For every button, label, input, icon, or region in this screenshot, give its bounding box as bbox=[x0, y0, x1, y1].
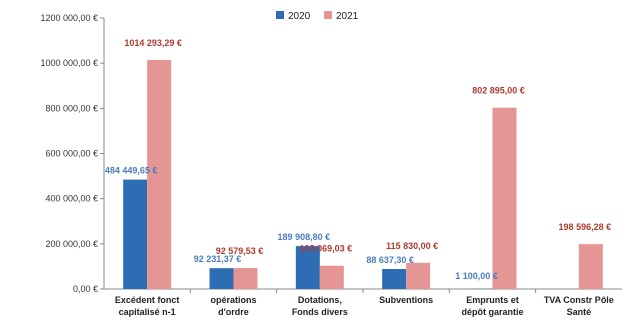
y-tick-label: 200 000,00 € bbox=[45, 239, 98, 249]
bar-2020 bbox=[123, 179, 148, 289]
legend: 2020 2021 bbox=[276, 11, 359, 22]
data-label-2020: 484 449,65 € bbox=[105, 166, 158, 176]
bar-2021 bbox=[492, 107, 517, 290]
category-label: d'ordre bbox=[218, 307, 249, 317]
data-label-2021: 1014 293,29 € bbox=[124, 38, 182, 48]
bar-2021 bbox=[578, 244, 603, 289]
bar-2021 bbox=[233, 268, 258, 289]
legend-label-2021: 2021 bbox=[336, 11, 359, 22]
data-label-2021: 802 895,00 € bbox=[472, 86, 525, 96]
bar-2021 bbox=[319, 265, 344, 289]
bar-2020 bbox=[209, 268, 234, 289]
category-label: Dotations, bbox=[298, 295, 342, 305]
category-label: Excédent fonct bbox=[115, 295, 180, 305]
data-label-2020: 92 231,37 € bbox=[194, 254, 242, 264]
y-tick-label: 400 000,00 € bbox=[45, 194, 98, 204]
y-tick-label: 1200 000,00 € bbox=[40, 13, 98, 23]
legend-label-2020: 2020 bbox=[288, 11, 311, 22]
data-label-2020: 189 908,80 € bbox=[278, 232, 331, 242]
legend-swatch-2021 bbox=[324, 11, 332, 19]
data-labels: 484 449,65 € 92 231,37 € 189 908,80 € 88 63… bbox=[105, 38, 611, 281]
legend-swatch-2020 bbox=[276, 11, 284, 19]
category-label: Emprunts et bbox=[466, 295, 519, 305]
category-label: capitalisé n-1 bbox=[119, 307, 176, 317]
bars bbox=[123, 59, 603, 290]
y-tick-label: 1000 000,00 € bbox=[40, 58, 98, 68]
data-label-2021: 103 069,03 € bbox=[300, 244, 353, 254]
category-label: Santé bbox=[567, 307, 592, 317]
bar-2020 bbox=[295, 246, 320, 289]
axes: 0,00 € 200 000,00 € 400 000,00 € 600 000,00… bbox=[40, 13, 622, 294]
category-label: Fonds divers bbox=[292, 307, 348, 317]
category-label: TVA Constr Pôle bbox=[544, 295, 614, 305]
data-label-2021: 198 596,28 € bbox=[559, 222, 612, 232]
bar-2020 bbox=[382, 268, 407, 289]
data-label-2020: 1 100,00 € bbox=[455, 271, 498, 281]
bar-2021 bbox=[147, 59, 172, 289]
category-label: dépôt garantie bbox=[461, 307, 523, 317]
y-tick-label: 600 000,00 € bbox=[45, 149, 98, 159]
y-tick-label: 800 000,00 € bbox=[45, 103, 98, 113]
bar-2021 bbox=[406, 262, 431, 289]
category-label: opérations bbox=[210, 295, 256, 305]
data-label-2021: 115 830,00 € bbox=[386, 241, 438, 251]
data-label-2020: 88 637,30 € bbox=[366, 255, 414, 265]
category-labels: Excédent fonct capitalisé n-1 opérations d'… bbox=[115, 295, 614, 317]
y-tick-label: 0,00 € bbox=[73, 284, 98, 294]
data-label-2021: 92 579,53 € bbox=[216, 246, 264, 256]
category-label: Subventions bbox=[379, 295, 433, 305]
